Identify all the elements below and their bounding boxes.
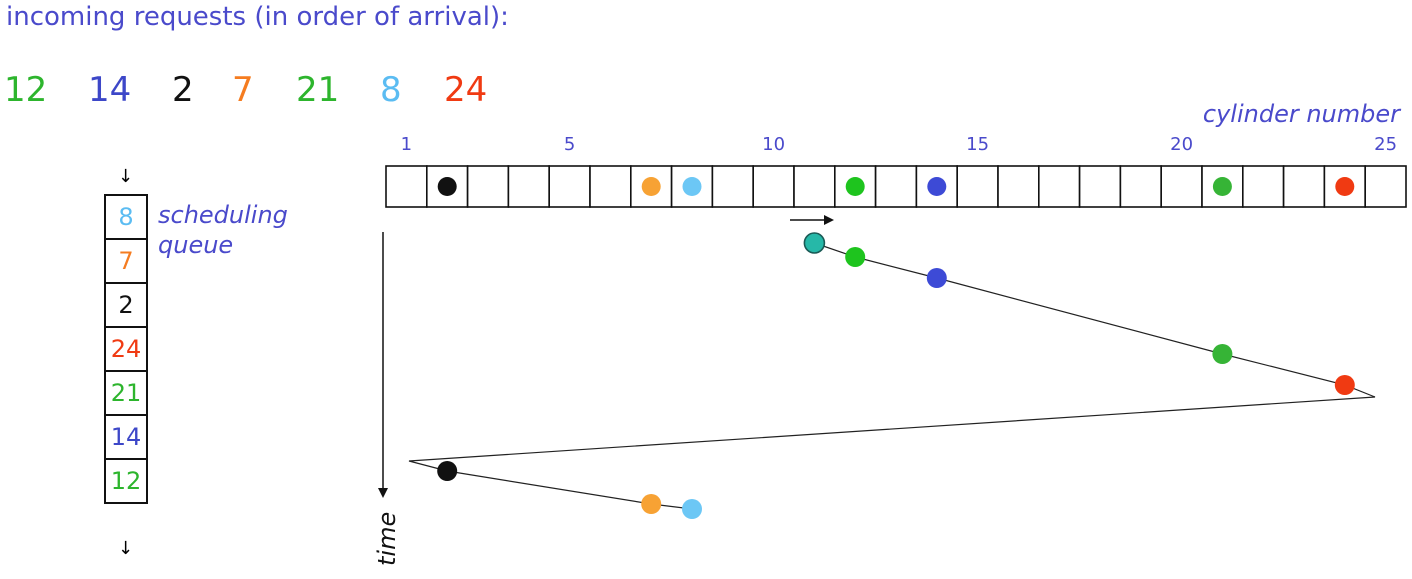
tick-label: 5: [564, 134, 575, 155]
service-path: [408, 242, 1376, 510]
serviced-dot: [845, 247, 866, 267]
cylinder-cell: [507, 165, 550, 208]
request-value: 8: [380, 70, 402, 110]
queue-item: 24: [104, 326, 148, 372]
cylinder-cell: [629, 165, 673, 208]
serviced-dot: [437, 461, 458, 481]
cylinder-cell: [997, 165, 1040, 208]
queue-in-arrow: ↓: [118, 166, 134, 187]
time-label: time: [373, 512, 401, 566]
request-dot: [641, 177, 661, 196]
tick-label: 10: [762, 134, 785, 155]
cylinder-cell: [385, 165, 428, 208]
request-dot: [845, 177, 865, 196]
tick-label: 15: [966, 134, 989, 155]
queue-label-line1: scheduling: [158, 201, 288, 229]
cylinder-cell: [670, 165, 714, 208]
tick-label: 1: [401, 134, 412, 155]
request-value: 12: [4, 70, 48, 110]
cylinder-cell: [752, 165, 795, 208]
cylinder-cell: [466, 165, 510, 208]
queue-item: 21: [104, 370, 148, 416]
request-dot: [1212, 177, 1232, 196]
queue-item: 12: [104, 458, 148, 504]
queue-label: scheduling queue: [158, 200, 288, 260]
serviced-dot: [1334, 375, 1355, 395]
tick-label: 25: [1374, 134, 1397, 155]
cylinder-cell: [956, 165, 999, 208]
request-value: 7: [232, 70, 254, 110]
request-dot: [437, 177, 457, 196]
cylinder-cell: [711, 165, 755, 208]
request-value: 24: [444, 70, 488, 110]
cylinder-cell: [548, 165, 591, 208]
serviced-dot: [682, 499, 702, 519]
cylinder-cell: [1160, 165, 1203, 208]
cylinder-cell: [874, 165, 918, 208]
cylinder-cell: [793, 165, 836, 208]
cylinder-cell: [1364, 165, 1407, 208]
cylinder-cell: [1119, 165, 1163, 208]
time-axis-arrowhead: [378, 488, 388, 498]
head-start-dot: [803, 232, 826, 254]
request-value: 14: [88, 70, 132, 110]
cylinder-cell: [1038, 165, 1081, 208]
heading: incoming requests (in order of arrival):: [6, 2, 509, 32]
serviced-dot: [1212, 344, 1233, 364]
request-value: 21: [296, 70, 340, 110]
serviced-dot: [641, 494, 662, 514]
request-dot: [682, 177, 702, 196]
request-value: 2: [172, 70, 194, 110]
direction-arrow-head: [824, 215, 834, 225]
cylinder-cell: [1282, 165, 1326, 208]
cylinder-cell: [589, 165, 632, 208]
serviced-dot: [926, 268, 947, 288]
axis-title: cylinder number: [1203, 100, 1402, 128]
tick-label: 20: [1170, 134, 1193, 155]
request-dot: [1335, 177, 1355, 196]
queue-out-arrow: ↓: [118, 538, 134, 559]
queue-label-line2: queue: [158, 231, 234, 259]
request-dot: [927, 177, 947, 196]
incoming-requests: 12 14 2 7 21 8 24: [4, 70, 524, 114]
scheduling-queue: 8 7 2 24 21 14 12: [104, 194, 148, 504]
cylinder-cell: [1078, 165, 1122, 208]
cylinder-cell: [1242, 165, 1285, 208]
